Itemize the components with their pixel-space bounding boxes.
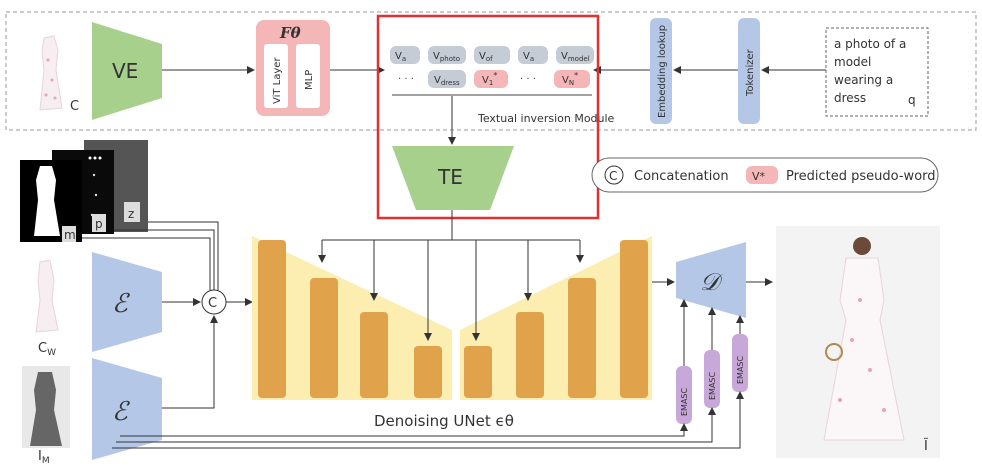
cloth-warped-label: CW xyxy=(38,341,56,358)
ellipsis-2: · · · xyxy=(520,74,536,85)
cloth-label-c: C xyxy=(70,99,79,114)
text-encoder-label: TE xyxy=(437,165,463,189)
legend-pseudo-box xyxy=(746,166,778,184)
output-label: Ĩ xyxy=(923,438,929,454)
emasc-label-2: EMASC xyxy=(708,371,717,400)
unet-label: Denoising UNet ϵθ xyxy=(374,412,514,430)
token-box-1 xyxy=(390,46,420,64)
line-p-to-concat xyxy=(114,229,215,290)
text-encoder-shape xyxy=(392,146,514,210)
prompt-line-2: model xyxy=(834,55,871,69)
skip-line-1 xyxy=(120,423,688,437)
legend-concat-label: Concatenation xyxy=(634,169,729,184)
embedding-lookup-label: Embedding lookup xyxy=(657,25,668,118)
input-p-tag xyxy=(92,214,106,232)
tokenizer-label: Tokenizer xyxy=(745,48,756,97)
token-dress-box xyxy=(428,70,466,88)
input-z-label: z xyxy=(128,207,134,221)
token-row-2: · · · Vdress V1* · · · VN* xyxy=(398,70,590,88)
input-p-label: p xyxy=(95,217,103,231)
decoder-shape xyxy=(676,242,746,318)
unet-bar-5 xyxy=(464,346,492,398)
legend-pseudo-symbol: V* xyxy=(752,170,766,183)
token-dress-label: Vdress xyxy=(434,75,460,87)
input-m-label: m xyxy=(64,228,76,242)
top-dashed-container xyxy=(5,11,977,131)
pseudo-word-1-label: V1* xyxy=(482,71,497,87)
emasc-label-1: EMASC xyxy=(680,387,689,416)
mlp-label: MLP xyxy=(304,70,315,90)
token-label-3: Vof xyxy=(479,51,493,63)
unet-bar-3 xyxy=(360,312,388,398)
token-row-1: Va Vphoto Vof Va Vmodel xyxy=(390,46,594,64)
emasc-modules: EMASC EMASC EMASC xyxy=(676,334,748,424)
prompt-box xyxy=(825,27,929,117)
emasc-box-3 xyxy=(732,334,748,392)
token-label-2: Vphoto xyxy=(433,51,460,63)
tokenizer-box xyxy=(738,18,760,124)
token-box-4 xyxy=(518,46,548,64)
pseudo-word-1-box xyxy=(474,70,508,88)
prompt-line-3: wearing a xyxy=(834,73,893,87)
encoder-upper-shape xyxy=(92,252,162,352)
encoder-lower-label: ℰ xyxy=(112,397,130,427)
token-box-5 xyxy=(556,46,594,64)
vit-layer-label: ViT Layer xyxy=(272,57,283,104)
unet-bar-8 xyxy=(620,240,648,398)
skip-line-2 xyxy=(116,407,716,443)
encoder-lower-shape xyxy=(92,358,162,460)
masked-model-image xyxy=(22,366,70,448)
input-m-tag xyxy=(62,226,76,242)
unet-bar-4 xyxy=(414,346,442,398)
embedding-lookup-box xyxy=(650,18,672,124)
emasc-label-3: EMASC xyxy=(736,355,745,384)
unet-bar-6 xyxy=(516,312,544,398)
pseudo-word-n-label: VN* xyxy=(562,71,578,87)
concat-node-label: C xyxy=(208,296,217,311)
pseudo-word-n-box xyxy=(554,70,590,88)
encoder-upper-label: ℰ xyxy=(112,289,130,319)
mlp-box xyxy=(296,44,320,108)
output-image xyxy=(776,226,940,458)
line-z-to-concat xyxy=(148,221,219,290)
vision-encoder-shape xyxy=(92,22,162,120)
vit-layer-box xyxy=(264,44,288,108)
prompt-line-1: a photo of a xyxy=(834,37,906,51)
legend-concat-symbol: C xyxy=(609,169,617,183)
legend-pseudo-label: Predicted pseudo-word xyxy=(786,169,936,184)
ellipsis-1: · · · xyxy=(398,74,414,85)
f-theta-label: Fθ xyxy=(279,24,301,42)
prompt-q-label: q xyxy=(908,93,916,107)
unet-condition-arrows xyxy=(318,240,584,341)
token-label-4: Va xyxy=(523,51,534,63)
line-encoder-lower-to-concat xyxy=(162,315,218,409)
skip-line-3 xyxy=(112,391,744,449)
unet-decoder-half xyxy=(460,236,652,400)
unet-bars xyxy=(258,240,648,398)
legend-concat-circle xyxy=(604,165,624,185)
textual-inversion-highlight xyxy=(376,14,600,220)
token-label-1: Va xyxy=(395,51,406,63)
model-image-label: IM xyxy=(38,449,50,466)
vision-encoder-label: VE xyxy=(112,59,138,83)
emasc-box-2 xyxy=(704,350,720,408)
cloth-image-warped xyxy=(35,259,59,333)
textual-inversion-label: Textual inversion Module xyxy=(477,112,615,125)
token-label-5: Vmodel xyxy=(561,51,590,63)
emasc-box-1 xyxy=(676,366,692,424)
prompt-line-4: dress xyxy=(834,91,866,105)
input-z-tag xyxy=(124,202,140,222)
unet-bar-7 xyxy=(568,278,596,398)
unet-bar-1 xyxy=(258,240,286,398)
unet-encoder-half xyxy=(252,236,452,400)
cloth-image-top xyxy=(39,35,63,111)
token-box-3 xyxy=(474,46,510,64)
token-box-2 xyxy=(428,46,466,64)
line-m-to-concat xyxy=(82,237,211,290)
unet-bar-2 xyxy=(310,278,338,398)
